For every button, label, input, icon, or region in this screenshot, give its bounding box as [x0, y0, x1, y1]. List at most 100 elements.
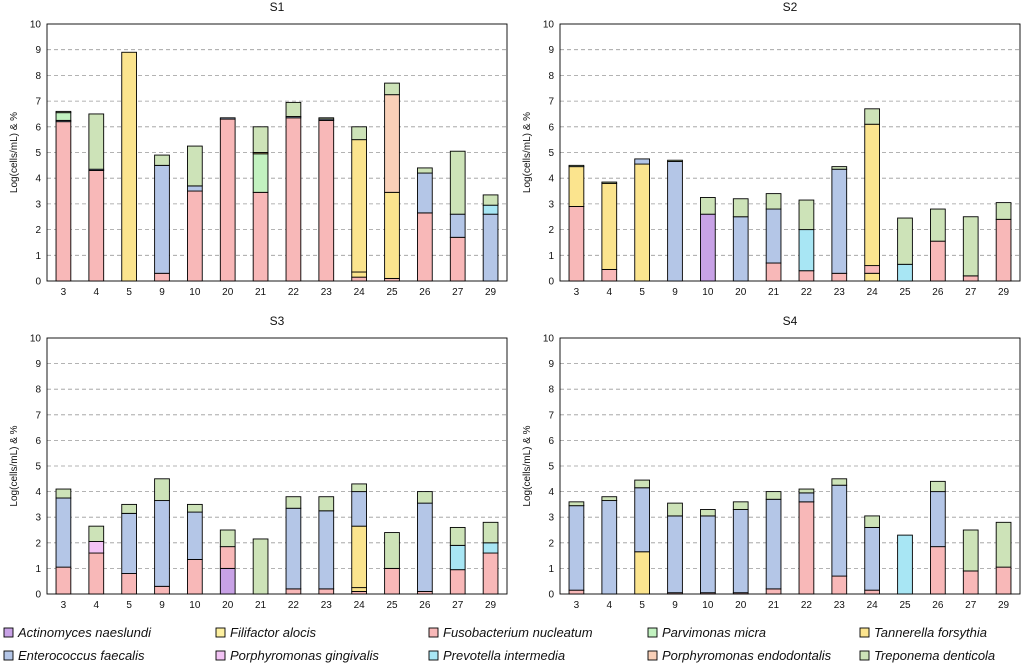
bar-stack-25: [897, 534, 913, 595]
bar-segment: [700, 509, 716, 517]
y-tick-label: 8: [35, 385, 41, 396]
panel-title: S1: [270, 0, 285, 14]
bar-stack-23: [318, 496, 335, 595]
bar-segment: [417, 167, 433, 174]
bar-segment: [897, 263, 913, 282]
legend-label: Porphyromonas endodontalis: [662, 648, 832, 663]
y-tick-label: 8: [35, 71, 41, 82]
x-tick-label: 4: [607, 600, 613, 611]
legend-item-pg: Porphyromonas gingivalis: [215, 648, 379, 663]
y-tick-label: 7: [35, 97, 41, 108]
bar-segment: [667, 161, 683, 282]
y-tick-label: 3: [35, 199, 41, 210]
bar-segment: [995, 202, 1012, 220]
bar-segment: [765, 498, 782, 590]
legend-item-fn: Fusobacterium nucleatum: [428, 625, 593, 640]
bar-stack-4: [601, 181, 618, 282]
bar-segment: [864, 123, 880, 267]
x-tick-label: 26: [419, 600, 431, 611]
y-axis-label: Log(cells/mL) & %: [9, 425, 20, 506]
bar-segment: [187, 511, 203, 560]
y-tick-label: 10: [30, 334, 42, 345]
bar-segment: [252, 191, 269, 282]
y-tick-label: 4: [35, 174, 41, 185]
y-tick-label: 7: [35, 410, 41, 421]
x-tick-label: 25: [899, 287, 911, 298]
x-tick-label: 24: [354, 287, 366, 298]
x-tick-label: 26: [419, 287, 431, 298]
bar-segment: [634, 158, 650, 165]
y-tick-label: 1: [35, 251, 41, 262]
bar-segment: [384, 82, 400, 96]
legend-swatch: [3, 627, 14, 638]
bar-stack-23: [831, 478, 848, 595]
x-tick-label: 25: [899, 600, 911, 611]
bar-segment: [154, 478, 170, 502]
bar-segment: [568, 164, 585, 168]
bar-segment: [187, 145, 203, 187]
bar-stack-3: [568, 164, 585, 282]
bar-stack-25: [384, 82, 400, 282]
bar-segment: [318, 588, 335, 595]
x-tick-label: 29: [998, 600, 1010, 611]
bar-stack-5: [121, 51, 137, 282]
x-tick-label: 9: [672, 600, 678, 611]
bar-segment: [930, 240, 946, 282]
bar-stack-29: [995, 521, 1012, 595]
bar-stack-10: [187, 145, 203, 282]
legend-label: Filifactor alocis: [230, 625, 316, 640]
bar-segment: [962, 216, 979, 277]
y-tick-label: 0: [548, 590, 554, 601]
bar-stack-10: [700, 509, 716, 595]
bar-stack-25: [384, 532, 400, 595]
x-tick-label: 21: [768, 287, 780, 298]
y-tick-label: 10: [543, 334, 555, 345]
legend-swatch: [215, 650, 226, 661]
bar-segment: [154, 272, 170, 282]
bar-segment: [449, 150, 466, 215]
y-tick-label: 7: [548, 97, 554, 108]
x-tick-label: 10: [189, 287, 201, 298]
y-tick-label: 6: [548, 122, 554, 133]
legend-swatch: [215, 627, 226, 638]
bar-segment: [351, 483, 367, 493]
bar-segment: [482, 521, 499, 544]
bar-stack-24: [864, 108, 880, 282]
y-tick-label: 0: [35, 590, 41, 601]
bar-stack-26: [417, 167, 433, 282]
y-tick-label: 2: [35, 225, 41, 236]
panel-title: S2: [783, 0, 798, 14]
y-tick-label: 2: [35, 538, 41, 549]
bar-segment: [219, 567, 236, 595]
bar-stack-20: [219, 117, 236, 282]
legend-label: Tannerella forsythia: [874, 625, 987, 640]
y-axis-label: Log(cells/mL) & %: [522, 425, 533, 506]
x-tick-label: 25: [386, 287, 398, 298]
bar-segment: [351, 126, 367, 141]
bar-segment: [568, 206, 585, 282]
bar-stack-20: [219, 529, 236, 595]
x-tick-label: 5: [126, 287, 132, 298]
bar-segment: [798, 501, 815, 595]
bar-stack-9: [154, 154, 170, 282]
bar-stack-4: [88, 113, 105, 282]
bar-stack-25: [897, 217, 913, 282]
x-tick-label: 9: [159, 600, 165, 611]
y-tick-label: 3: [548, 199, 554, 210]
bar-segment: [417, 502, 433, 592]
bar-stack-4: [88, 525, 105, 595]
bar-segment: [121, 512, 137, 574]
bar-segment: [568, 166, 585, 207]
legend-swatch: [647, 650, 658, 661]
bar-segment: [667, 159, 683, 162]
bar-segment: [351, 587, 367, 592]
x-tick-label: 25: [386, 600, 398, 611]
bar-stack-3: [55, 110, 72, 282]
bar-segment: [864, 526, 880, 591]
bar-segment: [285, 496, 302, 509]
bar-segment: [55, 112, 72, 121]
bar-segment: [384, 94, 400, 193]
bar-segment: [765, 208, 782, 264]
